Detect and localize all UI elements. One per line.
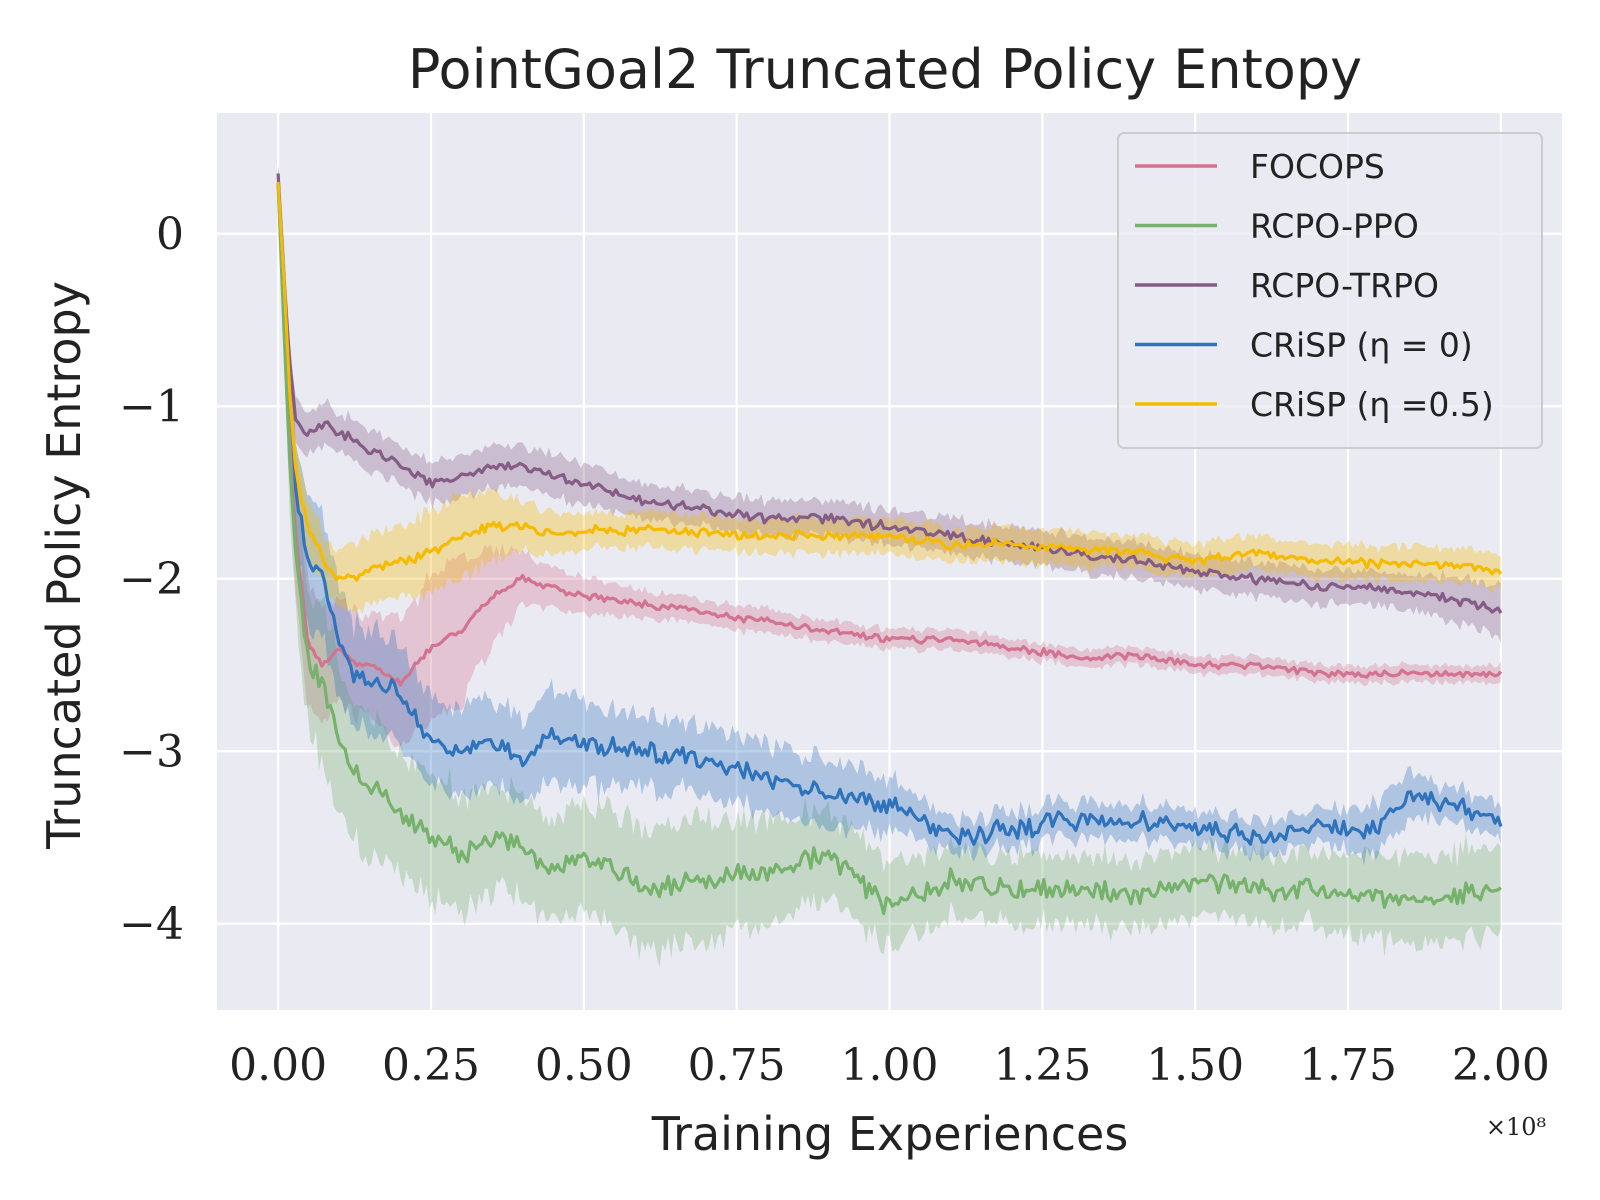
x-axis-multiplier: ×10⁸ (1486, 1113, 1546, 1141)
x-tick-labels: 0.00 0.25 0.50 0.75 1.00 1.25 1.50 1.75 2.00 (229, 1040, 1550, 1091)
line-crisp-eta-0-5 (276, 181, 1503, 582)
y-tick-label: −4 (119, 899, 184, 950)
y-axis-label: Truncated Policy Entropy (37, 281, 91, 850)
line-focops (276, 181, 1503, 687)
x-tick-label: 1.00 (841, 1040, 939, 1091)
x-tick-label: 0.75 (688, 1040, 786, 1091)
line-rcpo-trpo (276, 173, 1503, 614)
legend-label-crisp-eta-0: CRiSP (η = 0) (1250, 326, 1473, 365)
x-tick-label: 2.00 (1452, 1040, 1550, 1091)
legend-label-rcpo-trpo: RCPO-TRPO (1250, 266, 1439, 305)
legend-label-crisp-eta-0-5: CRiSP (η =0.5) (1250, 385, 1494, 424)
x-tick-label: 0.00 (229, 1040, 327, 1091)
x-axis-label: Training Experiences (651, 1107, 1129, 1161)
y-tick-label: −3 (119, 726, 184, 777)
band-rcpo-trpo (278, 165, 1501, 644)
legend-box (1117, 132, 1543, 449)
y-tick-label: 0 (156, 209, 184, 260)
x-tick-label: 0.25 (382, 1040, 480, 1091)
x-tick-label: 1.25 (993, 1040, 1091, 1091)
band-crisp-eta-0-5 (278, 173, 1501, 615)
chart-title: PointGoal2 Truncated Policy Entopy (408, 38, 1362, 101)
band-focops (278, 166, 1501, 748)
legend-label-focops: FOCOPS (1250, 147, 1385, 186)
line-crisp-eta-0 (276, 181, 1503, 846)
series-lines (276, 173, 1503, 916)
band-rcpo-ppo (278, 166, 1501, 968)
x-tick-label: 0.50 (535, 1040, 633, 1091)
confidence-bands (278, 164, 1501, 968)
x-tick-label: 1.75 (1299, 1040, 1397, 1091)
legend: FOCOPS RCPO-PPO RCPO-TRPO CRiSP (η = 0) CRiS… (1117, 132, 1543, 449)
legend-label-rcpo-ppo: RCPO-PPO (1250, 207, 1419, 246)
line-rcpo-ppo (276, 181, 1502, 916)
y-tick-labels: 0 −1 −2 −3 −4 (119, 209, 184, 950)
y-tick-label: −1 (119, 381, 184, 432)
y-tick-label: −2 (119, 554, 184, 605)
x-tick-label: 1.50 (1146, 1040, 1244, 1091)
